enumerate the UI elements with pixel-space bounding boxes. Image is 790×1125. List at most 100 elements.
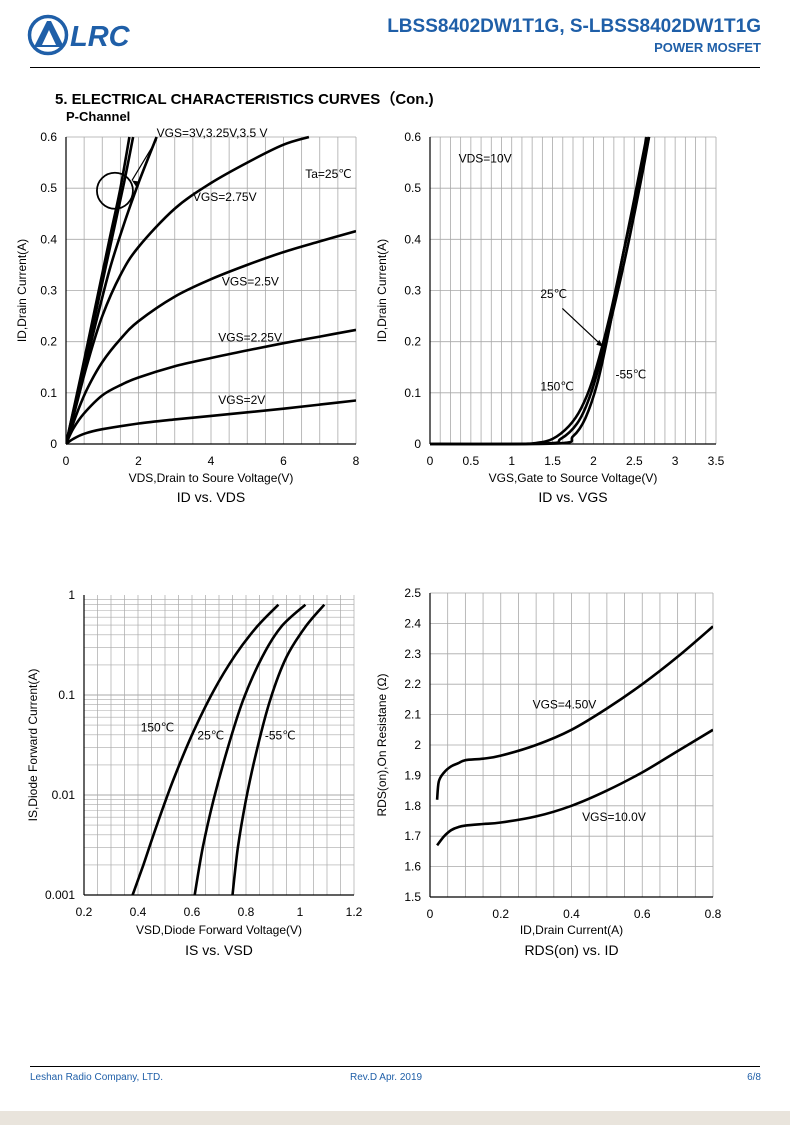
x-tick-label: 1	[297, 905, 304, 919]
chart-annotation: VGS=10.0V	[582, 810, 646, 824]
x-tick-label: 0.2	[76, 905, 93, 919]
y-tick-label: 2.4	[404, 616, 421, 630]
series-line-vgs-4-50v	[435, 625, 713, 800]
x-tick-label: 2.5	[626, 454, 643, 468]
y-tick-label: 2.3	[404, 647, 421, 661]
y-tick-label: 0.5	[404, 181, 421, 195]
chart-caption: IS vs. VSD	[185, 942, 253, 958]
x-tick-label: 0.8	[238, 905, 255, 919]
y-tick-label: 1.6	[404, 860, 421, 874]
y-tick-label: 0.2	[404, 335, 421, 349]
y-axis-label: RDS(on),On Resistane (Ω)	[375, 673, 389, 816]
x-tick-label: 1.5	[544, 454, 561, 468]
y-tick-label: 1.5	[404, 890, 421, 904]
x-tick-label: 0	[427, 907, 434, 921]
y-tick-label: 0.1	[58, 688, 75, 702]
y-axis-label: ID,Drain Current(A)	[375, 239, 389, 342]
chart-annotation: -55℃	[265, 728, 296, 742]
lrc-logo-mark	[27, 14, 69, 56]
y-tick-label: 0.001	[45, 888, 75, 902]
series-line-vgs-10-0v	[436, 728, 713, 847]
x-tick-label: 8	[353, 454, 360, 468]
x-tick-label: 1.2	[346, 905, 363, 919]
chart-annotation: VGS=2.75V	[193, 190, 257, 204]
logo-text: LRC	[70, 21, 131, 53]
chart-caption: ID vs. VDS	[177, 489, 245, 505]
chart-caption: ID vs. VGS	[538, 489, 607, 505]
y-tick-label: 0.3	[40, 284, 57, 298]
y-tick-label: 0.2	[40, 335, 57, 349]
y-tick-label: 1.8	[404, 799, 421, 813]
chart-annotation: 150℃	[141, 721, 175, 735]
footer-divider	[30, 1066, 760, 1067]
x-tick-label: 2	[135, 454, 142, 468]
y-tick-label: 2.5	[404, 586, 421, 600]
chart-annotation: VGS=2V	[218, 393, 265, 407]
series-line--55-	[430, 136, 651, 446]
y-tick-label: 0.01	[52, 788, 76, 802]
y-tick-label: 0.4	[404, 232, 421, 246]
y-tick-label: 0.4	[40, 232, 57, 246]
x-tick-label: 0.2	[492, 907, 509, 921]
y-tick-label: 2.2	[404, 677, 421, 691]
channel-label: P-Channel	[66, 109, 131, 124]
chart-annotation: -55℃	[615, 368, 646, 382]
x-tick-label: 0.6	[634, 907, 651, 921]
highlight-circle	[96, 171, 134, 210]
page-bottom-band	[0, 1111, 790, 1125]
header-divider	[30, 67, 760, 68]
y-tick-label: 0.5	[40, 181, 57, 195]
x-tick-label: 3	[672, 454, 679, 468]
x-tick-label: 1	[508, 454, 515, 468]
x-axis-label: VDS,Drain to Soure Voltage(V)	[129, 471, 294, 485]
x-tick-label: 4	[208, 454, 215, 468]
series-line-vgs-2v	[66, 399, 356, 446]
y-tick-label: 2	[414, 738, 421, 752]
x-tick-label: 0.8	[705, 907, 722, 921]
y-tick-label: 2.1	[404, 708, 421, 722]
chart-annotation: 150℃	[540, 379, 574, 393]
y-tick-label: 0.1	[404, 386, 421, 400]
footer-company: Leshan Radio Company, LTD.	[30, 1072, 164, 1083]
series-line--55-	[231, 603, 326, 896]
part-number-title: LBSS8402DW1T1G, S-LBSS8402DW1T1G	[387, 16, 761, 37]
x-tick-label: 6	[280, 454, 287, 468]
y-tick-label: 1.7	[404, 829, 421, 843]
x-tick-label: 0.4	[130, 905, 147, 919]
annotation-leader	[131, 139, 158, 181]
series-line-vgs-2-5v	[66, 229, 356, 445]
chart-annotation: 25℃	[197, 728, 224, 742]
x-tick-label: 0.4	[563, 907, 580, 921]
chart-annotation: 25℃	[540, 287, 567, 301]
x-axis-label: VSD,Diode Forward Voltage(V)	[136, 923, 302, 937]
y-axis-label: ID,Drain Current(A)	[15, 239, 29, 342]
annotation-arrowhead	[596, 339, 604, 347]
series-line-vgs-2-25v	[66, 328, 356, 445]
x-axis-label: ID,Drain Current(A)	[520, 923, 623, 937]
annotation-leader	[561, 307, 604, 348]
x-axis-label: VGS,Gate to Source Voltage(V)	[489, 471, 658, 485]
chart-annotation: VGS=2.25V	[218, 331, 282, 345]
chart-annotation: VDS=10V	[459, 152, 512, 166]
lrc-logo: LRC	[27, 14, 131, 56]
x-tick-label: 0	[63, 454, 70, 468]
footer-page-number: 6/8	[747, 1072, 761, 1083]
x-tick-label: 0.6	[184, 905, 201, 919]
y-tick-label: 0.3	[404, 284, 421, 298]
chart-annotation: VGS=2.5V	[222, 274, 279, 288]
y-tick-label: 0.6	[404, 130, 421, 144]
device-type-subtitle: POWER MOSFET	[654, 40, 761, 55]
y-axis-label: IS,Diode Forward Current(A)	[26, 669, 40, 822]
series-line-vgs-3-5v	[66, 136, 131, 445]
y-tick-label: 1.9	[404, 768, 421, 782]
y-tick-label: 0	[414, 437, 421, 451]
y-tick-label: 0	[50, 437, 57, 451]
chart-annotation: VGS=4.50V	[533, 698, 597, 712]
x-tick-label: 0.5	[463, 454, 480, 468]
y-tick-label: 1	[68, 588, 75, 602]
series-line-150-	[131, 603, 280, 896]
